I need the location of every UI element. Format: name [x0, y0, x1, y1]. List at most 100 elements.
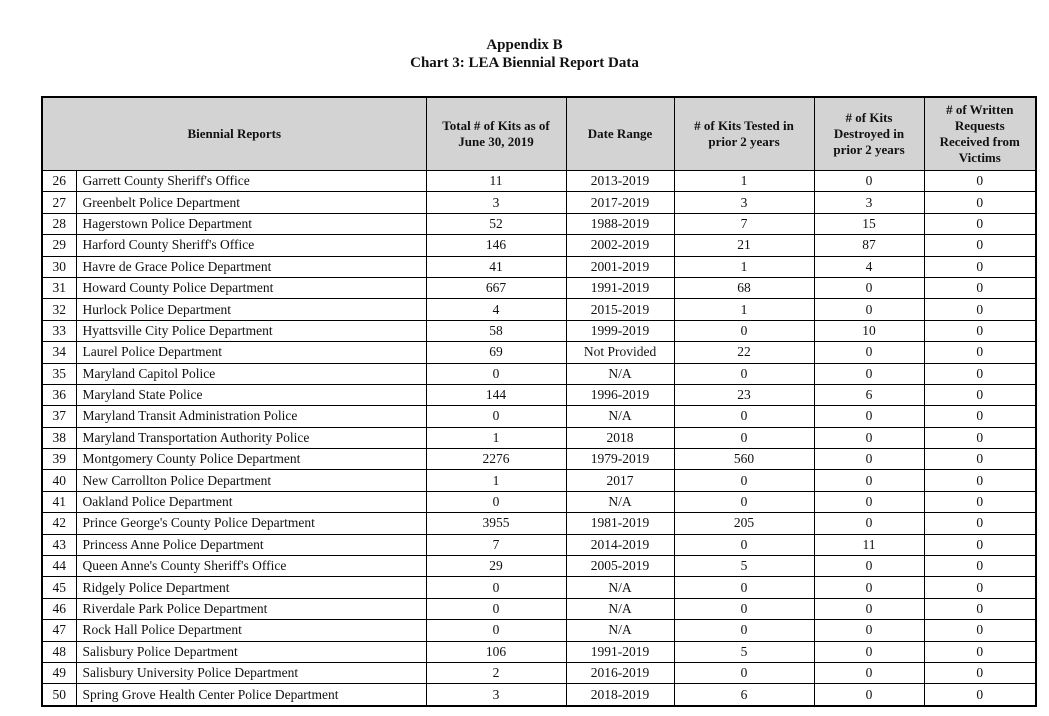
written-requests-cell: 0	[923, 362, 1037, 385]
written-requests-cell: 0	[923, 555, 1037, 578]
table-row: 31 Howard County Police Department 667 1991…	[41, 276, 1037, 300]
date-range-cell: 2018	[565, 426, 675, 450]
date-range-cell: N/A	[565, 597, 675, 621]
date-range-cell: 1979-2019	[565, 448, 675, 471]
header-date-range: Date Range	[565, 96, 675, 171]
agency-name-cell: Laurel Police Department	[75, 341, 427, 364]
table-row: 36 Maryland State Police 144 1996-2019 23 6 0	[41, 383, 1037, 407]
kits-destroyed-cell: 0	[813, 512, 925, 535]
agency-name-cell: Oakland Police Department	[75, 490, 427, 514]
table-row: 43 Princess Anne Police Department 7 2014-2…	[41, 533, 1037, 557]
agency-name-cell: Riverdale Park Police Department	[75, 597, 427, 621]
date-range-cell: 1981-2019	[565, 512, 675, 535]
table-row: 35 Maryland Capitol Police 0 N/A 0 0 0	[41, 362, 1037, 385]
table-row: 29 Harford County Sheriff's Office 146 2002…	[41, 234, 1037, 257]
total-kits-cell: 106	[425, 640, 567, 663]
kits-tested-cell: 0	[673, 362, 815, 385]
written-requests-cell: 0	[923, 597, 1037, 621]
written-requests-cell: 0	[923, 533, 1037, 557]
total-kits-cell: 11	[425, 169, 567, 193]
row-number-cell: 46	[41, 597, 77, 621]
kits-tested-cell: 68	[673, 276, 815, 300]
header-row: Biennial Reports Total # of Kits as of J…	[41, 96, 1037, 171]
kits-destroyed-cell: 10	[813, 319, 925, 343]
written-requests-cell: 0	[923, 512, 1037, 535]
kits-tested-cell: 22	[673, 341, 815, 364]
date-range-cell: 2013-2019	[565, 169, 675, 193]
kits-destroyed-cell: 0	[813, 298, 925, 321]
kits-tested-cell: 0	[673, 319, 815, 343]
date-range-cell: 2017-2019	[565, 191, 675, 214]
total-kits-cell: 0	[425, 619, 567, 642]
kits-destroyed-cell: 0	[813, 661, 925, 685]
kits-tested-cell: 5	[673, 555, 815, 578]
total-kits-cell: 667	[425, 276, 567, 300]
table-row: 50 Spring Grove Health Center Police Depa…	[41, 683, 1037, 707]
date-range-cell: 2015-2019	[565, 298, 675, 321]
row-number-cell: 28	[41, 212, 77, 236]
written-requests-cell: 0	[923, 212, 1037, 236]
date-range-cell: 2001-2019	[565, 255, 675, 278]
biennial-report-table: Biennial Reports Total # of Kits as of J…	[41, 96, 1038, 707]
date-range-cell: N/A	[565, 405, 675, 428]
written-requests-cell: 0	[923, 640, 1037, 663]
kits-destroyed-cell: 0	[813, 619, 925, 642]
written-requests-cell: 0	[923, 276, 1037, 300]
kits-tested-cell: 0	[673, 405, 815, 428]
agency-name-cell: Maryland State Police	[75, 383, 427, 407]
kits-tested-cell: 1	[673, 169, 815, 193]
total-kits-cell: 0	[425, 490, 567, 514]
header-total-kits: Total # of Kits as of June 30, 2019	[425, 96, 567, 171]
agency-name-cell: Hagerstown Police Department	[75, 212, 427, 236]
kits-destroyed-cell: 0	[813, 426, 925, 450]
table-row: 30 Havre de Grace Police Department 41 2001…	[41, 255, 1037, 278]
table-row: 41 Oakland Police Department 0 N/A 0 0 0	[41, 490, 1037, 514]
title-chart: Chart 3: LEA Biennial Report Data	[410, 55, 639, 71]
total-kits-cell: 52	[425, 212, 567, 236]
date-range-cell: N/A	[565, 490, 675, 514]
kits-tested-cell: 0	[673, 661, 815, 685]
written-requests-cell: 0	[923, 426, 1037, 450]
date-range-cell: 1991-2019	[565, 276, 675, 300]
row-number-cell: 37	[41, 405, 77, 428]
table-row: 45 Ridgely Police Department 0 N/A 0 0 0	[41, 576, 1037, 599]
agency-name-cell: Ridgely Police Department	[75, 576, 427, 599]
agency-name-cell: Havre de Grace Police Department	[75, 255, 427, 278]
row-number-cell: 34	[41, 341, 77, 364]
header-biennial-reports: Biennial Reports	[41, 96, 427, 171]
table-row: 48 Salisbury Police Department 106 1991-201…	[41, 640, 1037, 663]
date-range-cell: 2016-2019	[565, 661, 675, 685]
total-kits-cell: 3	[425, 191, 567, 214]
agency-name-cell: Harford County Sheriff's Office	[75, 234, 427, 257]
table-row: 38 Maryland Transportation Authority Poli…	[41, 426, 1037, 450]
row-number-cell: 49	[41, 661, 77, 685]
row-number-cell: 38	[41, 426, 77, 450]
total-kits-cell: 3955	[425, 512, 567, 535]
row-number-cell: 33	[41, 319, 77, 343]
table-row: 39 Montgomery County Police Department 227…	[41, 448, 1037, 471]
agency-name-cell: Hurlock Police Department	[75, 298, 427, 321]
written-requests-cell: 0	[923, 619, 1037, 642]
kits-tested-cell: 6	[673, 683, 815, 707]
kits-tested-cell: 5	[673, 640, 815, 663]
row-number-cell: 42	[41, 512, 77, 535]
row-number-cell: 43	[41, 533, 77, 557]
header-kits-destroyed: # of Kits Destroyed in prior 2 years	[813, 96, 925, 171]
row-number-cell: 32	[41, 298, 77, 321]
table-body: 26 Garrett County Sheriff's Office 11 2013-…	[41, 169, 1037, 707]
row-number-cell: 35	[41, 362, 77, 385]
table-row: 47 Rock Hall Police Department 0 N/A 0 0 0	[41, 619, 1037, 642]
written-requests-cell: 0	[923, 298, 1037, 321]
row-number-cell: 39	[41, 448, 77, 471]
kits-destroyed-cell: 0	[813, 597, 925, 621]
kits-tested-cell: 7	[673, 212, 815, 236]
table-row: 33 Hyattsville City Police Department 58 19…	[41, 319, 1037, 343]
table-row: 42 Prince George's County Police Departme…	[41, 512, 1037, 535]
date-range-cell: N/A	[565, 362, 675, 385]
total-kits-cell: 146	[425, 234, 567, 257]
date-range-cell: Not Provided	[565, 341, 675, 364]
written-requests-cell: 0	[923, 448, 1037, 471]
kits-tested-cell: 205	[673, 512, 815, 535]
kits-destroyed-cell: 0	[813, 555, 925, 578]
